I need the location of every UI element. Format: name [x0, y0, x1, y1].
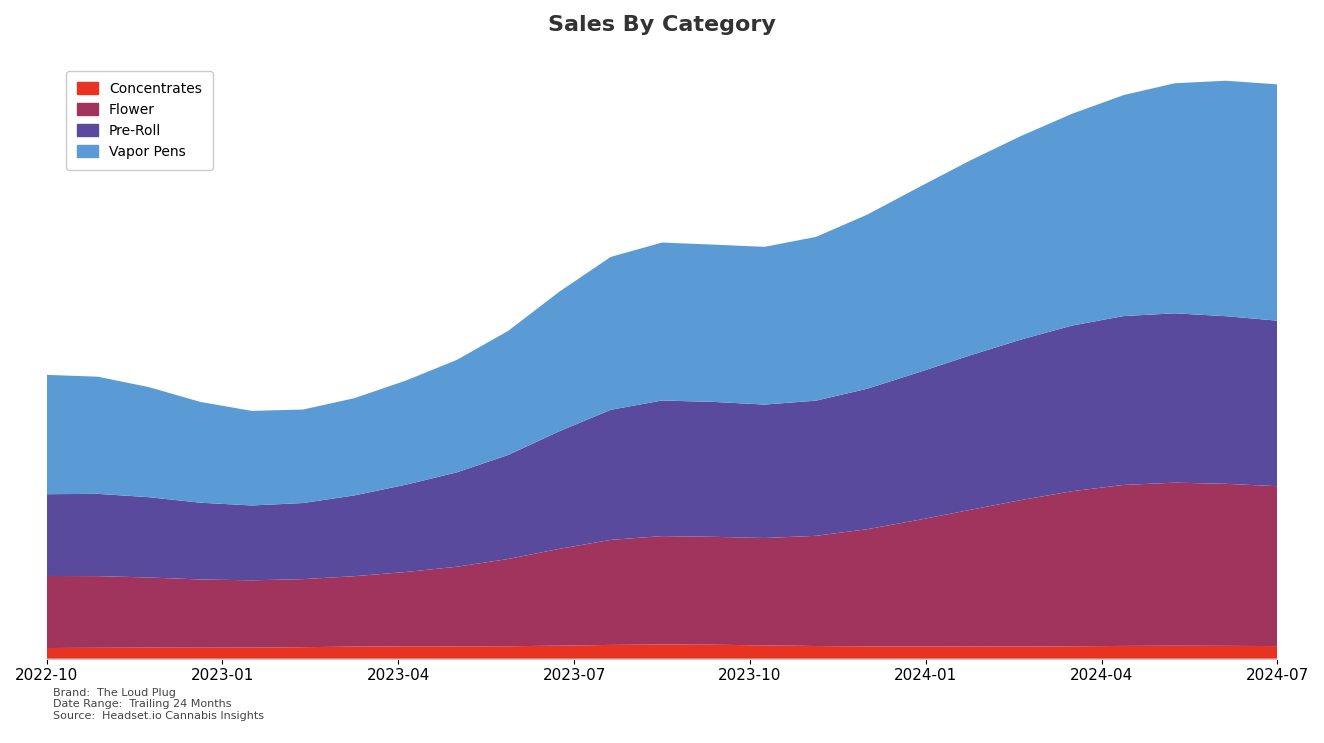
Legend: Concentrates, Flower, Pre-Roll, Vapor Pens: Concentrates, Flower, Pre-Roll, Vapor Pe…	[66, 71, 213, 170]
Text: Brand:  The Loud Plug
Date Range:  Trailing 24 Months
Source:  Headset.io Cannab: Brand: The Loud Plug Date Range: Trailin…	[53, 687, 263, 721]
Title: Sales By Category: Sales By Category	[548, 15, 776, 35]
